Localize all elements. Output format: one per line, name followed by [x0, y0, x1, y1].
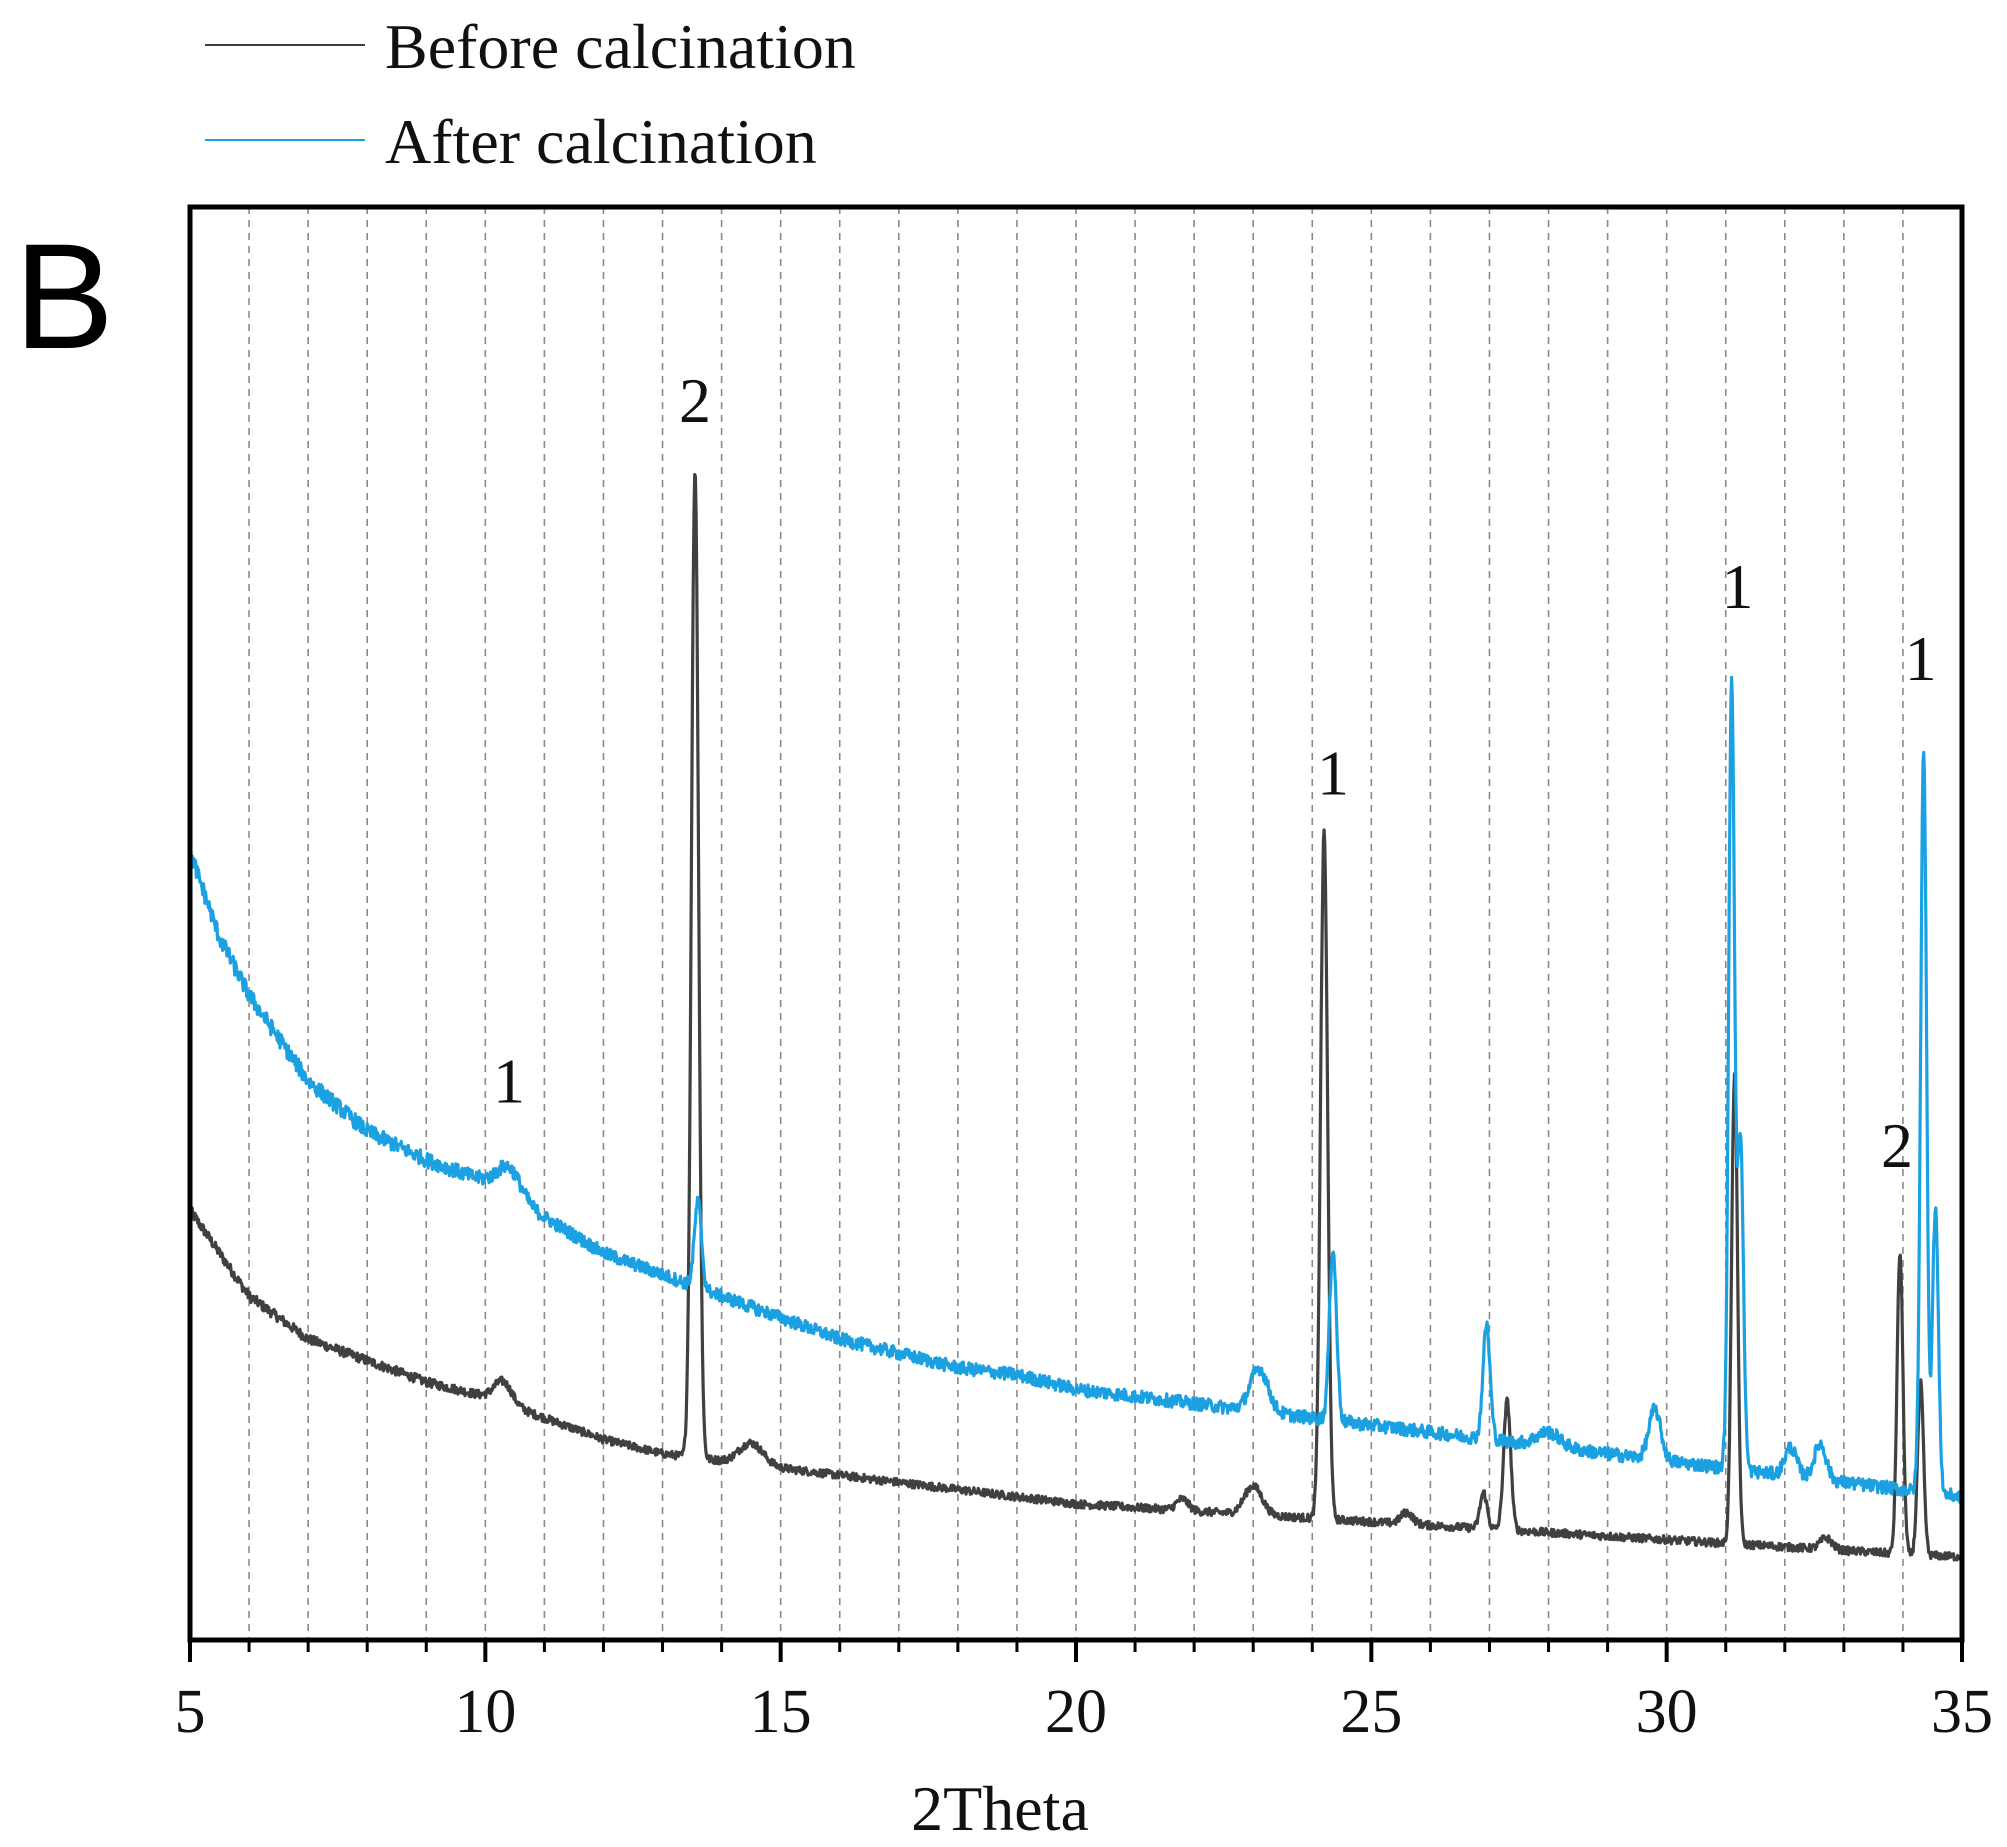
- panel-label: B: [14, 212, 114, 380]
- legend-label-after: After calcination: [385, 106, 817, 177]
- grid-lines: [248, 207, 1904, 1640]
- x-tick-label: 5: [175, 1678, 206, 1746]
- x-tick-label: 15: [750, 1678, 812, 1746]
- peak-label: 2: [679, 365, 711, 436]
- x-tick-label: 10: [454, 1678, 516, 1746]
- peak-label: 1: [1905, 623, 1937, 694]
- series-line-after-calcination: [188, 675, 1964, 1504]
- x-tick-label: 30: [1636, 1678, 1698, 1746]
- series-group: [188, 473, 1964, 1562]
- peak-label: 1: [493, 1046, 525, 1117]
- x-tick-label: 20: [1045, 1678, 1107, 1746]
- legend-label-before: Before calcination: [385, 11, 856, 82]
- series-line-before-calcination: [188, 473, 1964, 1562]
- peak-annotations: 1 2 1 1 1 2: [493, 365, 1937, 1181]
- x-tick-label: 25: [1340, 1678, 1402, 1746]
- x-tick-label: 35: [1931, 1678, 1993, 1746]
- x-axis-label: 2Theta: [911, 1773, 1089, 1844]
- peak-label: 1: [1722, 551, 1754, 622]
- peak-label: 1: [1317, 738, 1349, 809]
- peak-label: 2: [1881, 1110, 1913, 1181]
- legend: Before calcination After calcination: [205, 11, 856, 177]
- x-axis-ticks: 5 10 15 20 25 30 35: [175, 1640, 1993, 1746]
